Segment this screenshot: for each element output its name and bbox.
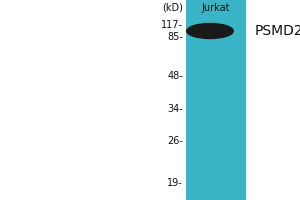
Text: 117-: 117- — [161, 20, 183, 30]
Text: PSMD2: PSMD2 — [255, 24, 300, 38]
Text: 85-: 85- — [167, 32, 183, 42]
Text: 34-: 34- — [167, 104, 183, 114]
Text: Jurkat: Jurkat — [202, 3, 230, 13]
Ellipse shape — [187, 23, 233, 38]
Text: (kD): (kD) — [162, 3, 183, 13]
Text: 48-: 48- — [167, 71, 183, 81]
Bar — [186, 0, 246, 200]
Text: 26-: 26- — [167, 136, 183, 146]
Text: 19-: 19- — [167, 178, 183, 188]
